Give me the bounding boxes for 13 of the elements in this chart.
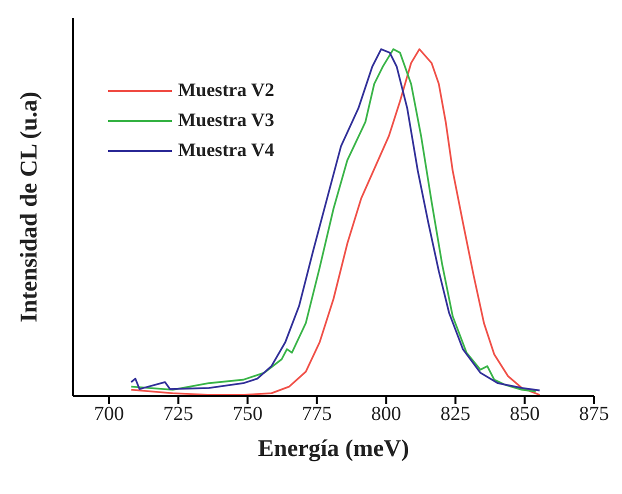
x-tick-label: 875 — [579, 403, 609, 426]
x-tick-label: 850 — [510, 403, 540, 426]
legend-label: Muestra V2 — [178, 79, 274, 103]
x-tick-label: 775 — [302, 403, 332, 426]
x-tick-label: 725 — [163, 403, 194, 426]
legend-label: Muestra V4 — [178, 139, 274, 163]
x-tick-label: 800 — [371, 403, 402, 426]
legend-label: Muestra V3 — [178, 109, 274, 133]
x-tick-label: 700 — [94, 403, 124, 426]
x-tick-label: 750 — [232, 403, 263, 426]
y-axis-title: Intensidad de CL (u.a) — [16, 92, 43, 322]
x-axis-title: Energía (meV) — [258, 436, 410, 462]
x-tick-label: 825 — [440, 403, 470, 426]
